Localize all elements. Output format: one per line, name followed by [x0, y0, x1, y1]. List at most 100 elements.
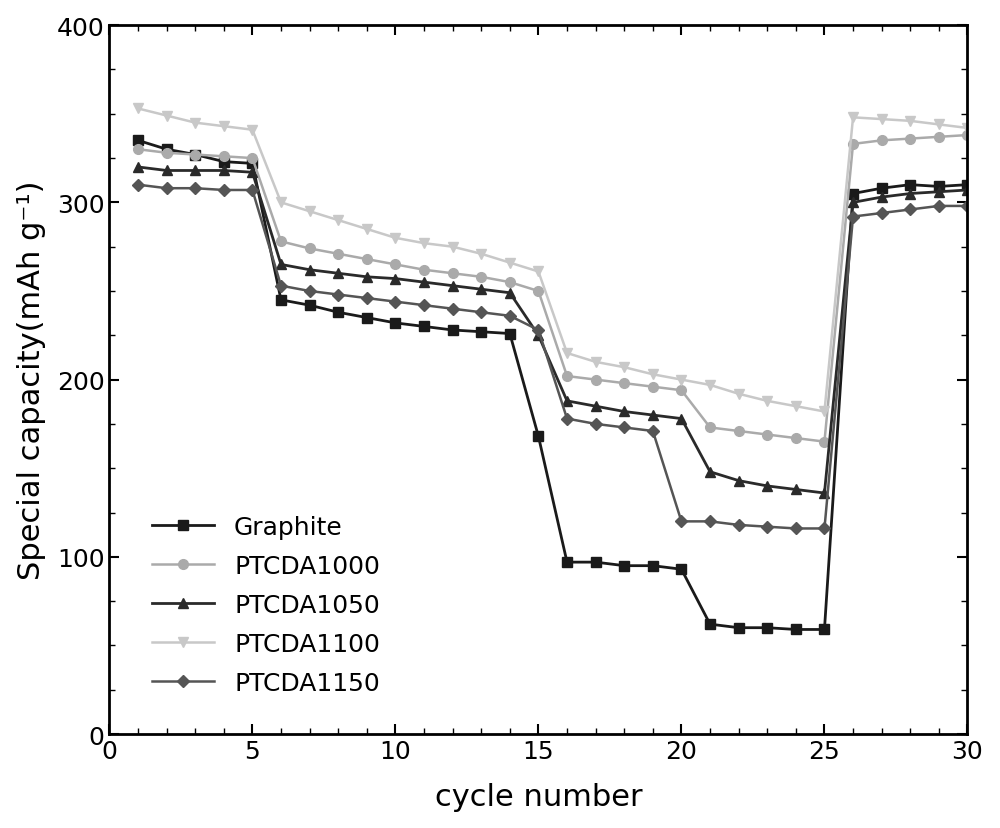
- PTCDA1100: [475, 249, 487, 259]
- PTCDA1150: [961, 202, 973, 212]
- PTCDA1000: [818, 437, 830, 447]
- Graphite: [647, 561, 659, 571]
- PTCDA1150: [761, 522, 773, 532]
- Graphite: [418, 322, 430, 332]
- PTCDA1150: [704, 517, 716, 527]
- PTCDA1150: [904, 205, 916, 215]
- Graphite: [904, 181, 916, 190]
- PTCDA1050: [161, 166, 173, 176]
- PTCDA1050: [504, 288, 516, 298]
- PTCDA1050: [590, 402, 602, 412]
- Graphite: [590, 557, 602, 567]
- Graphite: [761, 623, 773, 633]
- PTCDA1150: [561, 414, 573, 424]
- PTCDA1150: [590, 420, 602, 430]
- PTCDA1100: [304, 207, 316, 217]
- Graphite: [933, 182, 945, 192]
- PTCDA1100: [675, 375, 687, 385]
- Line: PTCDA1100: PTCDA1100: [133, 104, 972, 416]
- PTCDA1100: [733, 389, 745, 399]
- PTCDA1000: [189, 151, 201, 161]
- PTCDA1050: [790, 485, 802, 495]
- Graphite: [304, 301, 316, 310]
- Graphite: [618, 561, 630, 571]
- PTCDA1050: [304, 266, 316, 276]
- Graphite: [246, 159, 258, 169]
- PTCDA1100: [561, 349, 573, 359]
- PTCDA1050: [218, 166, 230, 176]
- Graphite: [475, 327, 487, 337]
- Graphite: [818, 625, 830, 635]
- PTCDA1050: [447, 282, 459, 291]
- PTCDA1050: [189, 166, 201, 176]
- PTCDA1150: [504, 311, 516, 321]
- PTCDA1000: [389, 260, 401, 270]
- PTCDA1100: [761, 397, 773, 407]
- PTCDA1150: [218, 185, 230, 195]
- PTCDA1000: [161, 148, 173, 158]
- PTCDA1150: [790, 524, 802, 534]
- PTCDA1050: [475, 285, 487, 295]
- Graphite: [704, 619, 716, 629]
- PTCDA1050: [561, 397, 573, 407]
- PTCDA1050: [761, 481, 773, 491]
- PTCDA1150: [818, 524, 830, 534]
- PTCDA1100: [189, 118, 201, 128]
- Graphite: [218, 157, 230, 167]
- PTCDA1050: [332, 269, 344, 279]
- PTCDA1150: [532, 325, 544, 335]
- Graphite: [532, 432, 544, 442]
- PTCDA1000: [675, 386, 687, 396]
- PTCDA1150: [733, 520, 745, 530]
- PTCDA1100: [389, 233, 401, 243]
- PTCDA1100: [361, 224, 373, 234]
- PTCDA1000: [618, 378, 630, 388]
- PTCDA1150: [447, 305, 459, 315]
- PTCDA1100: [647, 370, 659, 380]
- PTCDA1100: [704, 381, 716, 391]
- PTCDA1000: [447, 269, 459, 279]
- PTCDA1000: [218, 152, 230, 162]
- PTCDA1150: [189, 184, 201, 194]
- PTCDA1150: [475, 308, 487, 318]
- PTCDA1000: [761, 430, 773, 440]
- Graphite: [733, 623, 745, 633]
- PTCDA1050: [818, 489, 830, 498]
- PTCDA1150: [304, 286, 316, 296]
- PTCDA1000: [904, 134, 916, 144]
- PTCDA1050: [704, 467, 716, 477]
- PTCDA1100: [332, 216, 344, 226]
- PTCDA1150: [132, 181, 144, 190]
- Line: Graphite: Graphite: [133, 137, 972, 634]
- Graphite: [161, 145, 173, 155]
- PTCDA1000: [790, 434, 802, 444]
- Line: PTCDA1150: PTCDA1150: [134, 181, 972, 533]
- PTCDA1150: [389, 297, 401, 307]
- Graphite: [361, 313, 373, 323]
- PTCDA1000: [475, 272, 487, 282]
- Y-axis label: Special capacity(mAh g⁻¹): Special capacity(mAh g⁻¹): [17, 181, 46, 580]
- PTCDA1100: [790, 402, 802, 412]
- PTCDA1000: [361, 255, 373, 265]
- Graphite: [332, 308, 344, 318]
- Graphite: [561, 557, 573, 567]
- PTCDA1100: [876, 115, 888, 125]
- PTCDA1050: [933, 188, 945, 198]
- PTCDA1050: [618, 407, 630, 417]
- PTCDA1100: [275, 198, 287, 208]
- PTCDA1150: [361, 294, 373, 304]
- PTCDA1100: [447, 243, 459, 253]
- Legend: Graphite, PTCDA1000, PTCDA1050, PTCDA1100, PTCDA1150: Graphite, PTCDA1000, PTCDA1050, PTCDA110…: [139, 503, 392, 707]
- PTCDA1000: [590, 375, 602, 385]
- PTCDA1000: [246, 154, 258, 164]
- PTCDA1100: [418, 239, 430, 249]
- PTCDA1050: [876, 193, 888, 203]
- PTCDA1050: [904, 190, 916, 200]
- PTCDA1100: [532, 267, 544, 277]
- PTCDA1100: [132, 104, 144, 114]
- PTCDA1000: [961, 131, 973, 141]
- PTCDA1050: [418, 278, 430, 288]
- PTCDA1100: [590, 358, 602, 368]
- PTCDA1050: [361, 272, 373, 282]
- Graphite: [876, 184, 888, 194]
